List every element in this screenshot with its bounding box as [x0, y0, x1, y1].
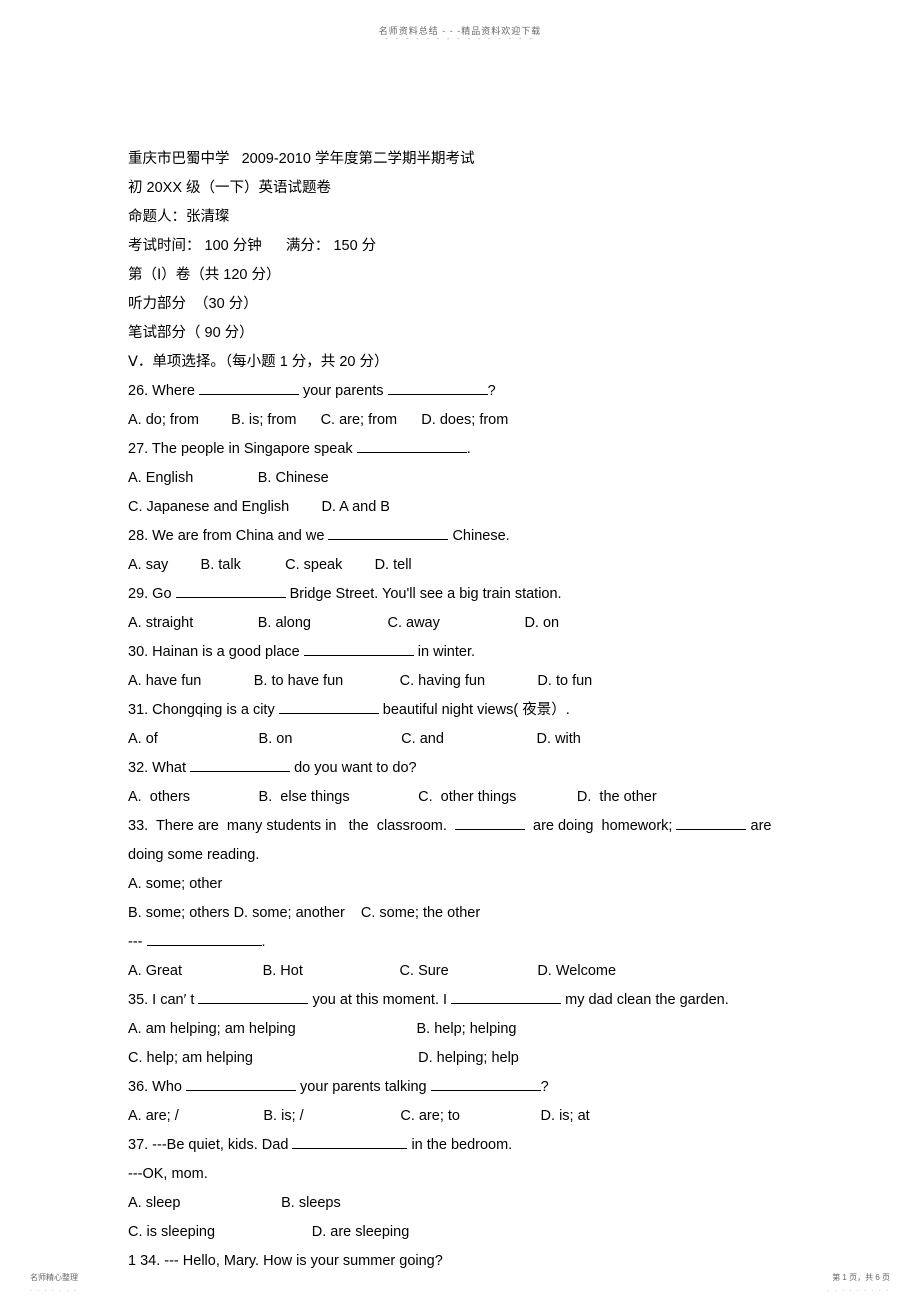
title-line: 重庆市巴蜀中学 2009-2010 学年度第二学期半期考试 — [128, 145, 793, 174]
question-32-options: A. others B. else things C. other things… — [128, 783, 793, 812]
question-27-options: C. Japanese and English D. A and B — [128, 493, 793, 522]
blank — [190, 758, 290, 772]
blank — [279, 700, 379, 714]
title-line: Ⅴ．单项选择。（每小题 1 分，共 20 分） — [128, 348, 793, 377]
question-27: 27. The people in Singapore speak . — [128, 435, 793, 464]
blank — [176, 584, 286, 598]
document-content: 重庆市巴蜀中学 2009-2010 学年度第二学期半期考试 初 20XX 级（一… — [128, 145, 793, 1276]
blank — [147, 932, 262, 946]
question-27-options: A. English B. Chinese — [128, 464, 793, 493]
question-28: 28. We are from China and we Chinese. — [128, 522, 793, 551]
question-35-options: A. am helping; am helping B. help; helpi… — [128, 1015, 793, 1044]
blank — [199, 381, 299, 395]
question-36-options: A. are; / B. is; / C. are; to D. is; at — [128, 1102, 793, 1131]
title-line: 听力部分 （30 分） — [128, 290, 793, 319]
question-34-dash: --- . — [128, 928, 793, 957]
question-37-line2: ---OK, mom. — [128, 1160, 793, 1189]
question-28-options: A. say B. talk C. speak D. tell — [128, 551, 793, 580]
question-32: 32. What do you want to do? — [128, 754, 793, 783]
blank — [676, 816, 746, 830]
blank — [431, 1077, 541, 1091]
footer-left: 名师精心整理 — [30, 1272, 78, 1283]
question-37: 37. ---Be quiet, kids. Dad in the bedroo… — [128, 1131, 793, 1160]
question-35-options: C. help; am helping D. helping; help — [128, 1044, 793, 1073]
question-33: 33. There are many students in the class… — [128, 812, 793, 841]
question-33-options: B. some; others D. some; another C. some… — [128, 899, 793, 928]
question-33-options: A. some; other — [128, 870, 793, 899]
blank — [388, 381, 488, 395]
question-34-bottom: 1 34. --- Hello, Mary. How is your summe… — [128, 1247, 793, 1276]
page-header-dots: - - - - - - - - - - - - - - - — [385, 36, 534, 43]
blank — [455, 816, 525, 830]
blank — [328, 526, 448, 540]
blank — [304, 642, 414, 656]
footer-right: 第 1 页，共 6 页 — [832, 1272, 890, 1283]
question-29: 29. Go Bridge Street. You'll see a big t… — [128, 580, 793, 609]
blank — [451, 990, 561, 1004]
blank — [292, 1135, 407, 1149]
question-29-options: A. straight B. along C. away D. on — [128, 609, 793, 638]
blank — [186, 1077, 296, 1091]
question-37-options: C. is sleeping D. are sleeping — [128, 1218, 793, 1247]
question-26: 26. Where your parents ? — [128, 377, 793, 406]
title-line: 初 20XX 级（一下）英语试题卷 — [128, 174, 793, 203]
question-34-options: A. Great B. Hot C. Sure D. Welcome — [128, 957, 793, 986]
question-37-options: A. sleep B. sleeps — [128, 1189, 793, 1218]
question-30-options: A. have fun B. to have fun C. having fun… — [128, 667, 793, 696]
title-line: 命题人：张清璨 — [128, 203, 793, 232]
question-30: 30. Hainan is a good place in winter. — [128, 638, 793, 667]
title-line: 考试时间： 100 分钟 满分： 150 分 — [128, 232, 793, 261]
question-33-line2: doing some reading. — [128, 841, 793, 870]
question-35: 35. I can′ t you at this moment. I my da… — [128, 986, 793, 1015]
question-36: 36. Who your parents talking ? — [128, 1073, 793, 1102]
title-line: 笔试部分（ 90 分） — [128, 319, 793, 348]
title-line: 第（Ⅰ）卷（共 120 分） — [128, 261, 793, 290]
question-31: 31. Chongqing is a city beautiful night … — [128, 696, 793, 725]
blank — [198, 990, 308, 1004]
blank — [357, 439, 467, 453]
question-26-options: A. do; from B. is; from C. are; from D. … — [128, 406, 793, 435]
footer-left-dots: . . . . . . . — [30, 1287, 78, 1293]
question-31-options: A. of B. on C. and D. with — [128, 725, 793, 754]
footer-right-dots: . . . . . . . . . — [828, 1287, 890, 1293]
